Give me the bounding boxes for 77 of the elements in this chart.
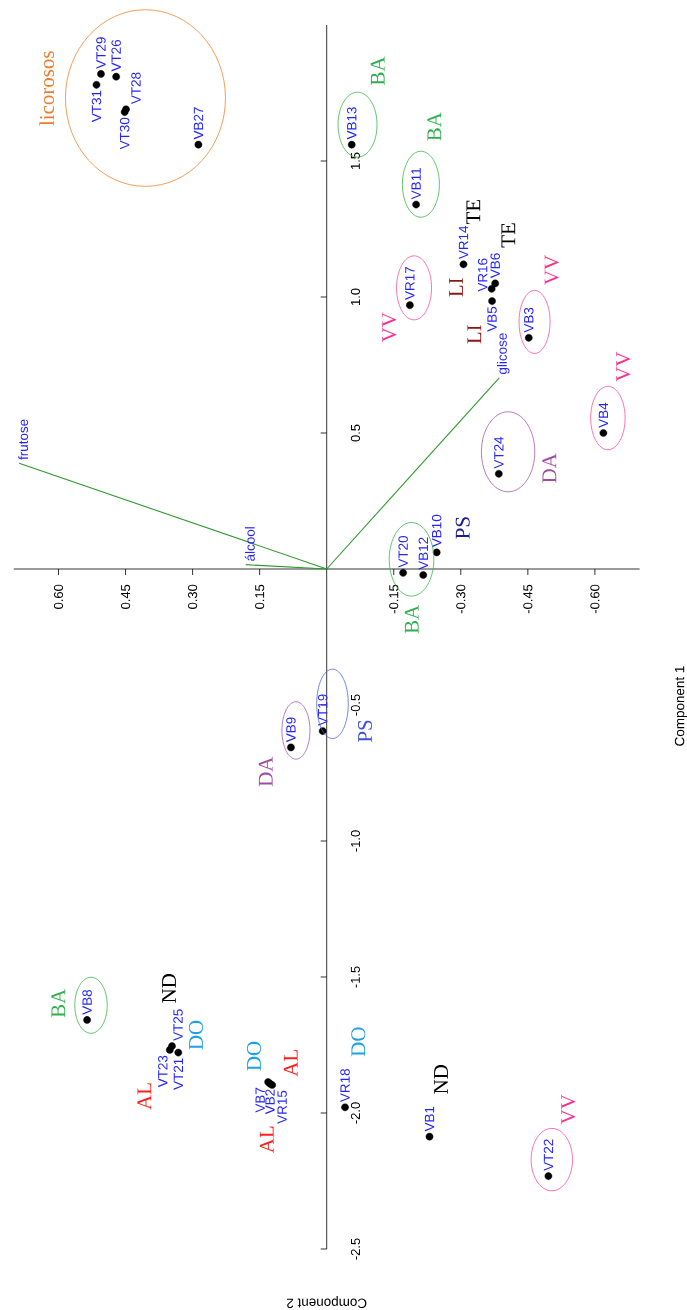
annotation: VV bbox=[382, 312, 397, 343]
y-tick-label: -2.5 bbox=[350, 1238, 361, 1260]
annotation: ND bbox=[434, 1065, 448, 1094]
annotation: BA bbox=[427, 112, 442, 141]
annotation: VT22 bbox=[543, 1139, 554, 1171]
annotation: LI bbox=[467, 325, 482, 344]
annotation: BA bbox=[51, 988, 66, 1018]
annotation: VV bbox=[544, 255, 559, 285]
annotation: VT25 bbox=[173, 1009, 183, 1041]
x-tick-label: -0.15 bbox=[389, 584, 399, 614]
annotation: VR14 bbox=[458, 225, 469, 260]
annotation: VR15 bbox=[277, 1090, 287, 1124]
annotation: VT30 bbox=[119, 117, 130, 150]
annotation: VR16 bbox=[477, 258, 488, 292]
annotation: VB7 bbox=[255, 1087, 265, 1113]
annotation: VT29 bbox=[96, 37, 106, 69]
x-tick-label: -0.45 bbox=[523, 584, 533, 614]
annotation: DA bbox=[542, 453, 557, 483]
annotation: TE bbox=[466, 199, 481, 225]
annotation: VT21 bbox=[173, 1058, 183, 1090]
annotation: VT31 bbox=[91, 90, 102, 123]
text: frutose bbox=[18, 419, 29, 460]
annotation: DO bbox=[351, 1027, 366, 1057]
x-tick-label: 0.15 bbox=[255, 584, 265, 609]
annotation: VB5 bbox=[487, 306, 497, 332]
annotation: DA bbox=[258, 756, 273, 787]
annotation: VT28 bbox=[131, 72, 141, 105]
annotation: BA bbox=[370, 56, 385, 85]
x-tick-label: 0.45 bbox=[120, 584, 131, 609]
text: glicose bbox=[496, 333, 510, 375]
annotation: VT20 bbox=[398, 535, 408, 568]
y-tick-label: -2.0 bbox=[350, 1102, 361, 1124]
y-tick-label: -0.5 bbox=[350, 694, 361, 716]
annotation: VV bbox=[616, 351, 631, 382]
annotation: VB12 bbox=[418, 537, 428, 570]
annotation: licorosos bbox=[39, 51, 55, 126]
annotation: VB6 bbox=[490, 253, 500, 279]
annotation: DO bbox=[246, 1041, 262, 1071]
annotation: LI bbox=[449, 278, 463, 297]
annotation: VT26 bbox=[111, 39, 121, 72]
y-tick-label: -1.0 bbox=[350, 830, 361, 852]
text: álcool bbox=[244, 527, 255, 561]
annotation: VB1 bbox=[424, 1106, 435, 1132]
y-tick-label: -1.5 bbox=[350, 966, 360, 988]
annotation: VR18 bbox=[340, 1069, 350, 1103]
annotation: TE bbox=[501, 223, 516, 248]
annotation: VB2 bbox=[265, 1089, 275, 1115]
y-tick-label: 1.5 bbox=[350, 152, 360, 170]
x-tick-label: 0.30 bbox=[188, 584, 198, 609]
annotation: AL bbox=[283, 1050, 298, 1077]
x-tick-label: -0.60 bbox=[590, 584, 600, 614]
x-tick-label: 0.60 bbox=[53, 584, 64, 609]
annotation: VB11 bbox=[411, 168, 421, 200]
x-tick-label: -0.30 bbox=[456, 584, 466, 614]
annotation: VB8 bbox=[82, 989, 92, 1015]
annotation: VB13 bbox=[346, 107, 357, 140]
annotation: PS bbox=[455, 517, 470, 539]
annotation: VT19 bbox=[317, 694, 328, 726]
annotation: AL bbox=[259, 1126, 274, 1154]
x-axis-title: Component 2 bbox=[287, 1295, 367, 1309]
annotation: VB3 bbox=[523, 307, 534, 333]
annotation: DO bbox=[188, 1020, 204, 1050]
annotation: ND bbox=[162, 974, 176, 1003]
annotation: VT24 bbox=[494, 436, 504, 469]
annotation: VR17 bbox=[405, 266, 415, 300]
y-axis-title: Component 1 bbox=[674, 666, 687, 746]
annotation: BA bbox=[404, 604, 419, 634]
annotation: VB4 bbox=[598, 402, 609, 428]
annotation: VB9 bbox=[286, 717, 296, 743]
annotation: AL bbox=[137, 1083, 152, 1110]
annotation: VB27 bbox=[193, 107, 204, 140]
y-tick-label: 0.5 bbox=[350, 424, 361, 442]
annotation: VT23 bbox=[158, 1055, 168, 1088]
annotation: PS bbox=[357, 720, 373, 743]
annotation: VB10 bbox=[431, 514, 442, 548]
y-tick-label: 1.0 bbox=[350, 288, 361, 306]
annotation: VV bbox=[561, 1094, 576, 1125]
